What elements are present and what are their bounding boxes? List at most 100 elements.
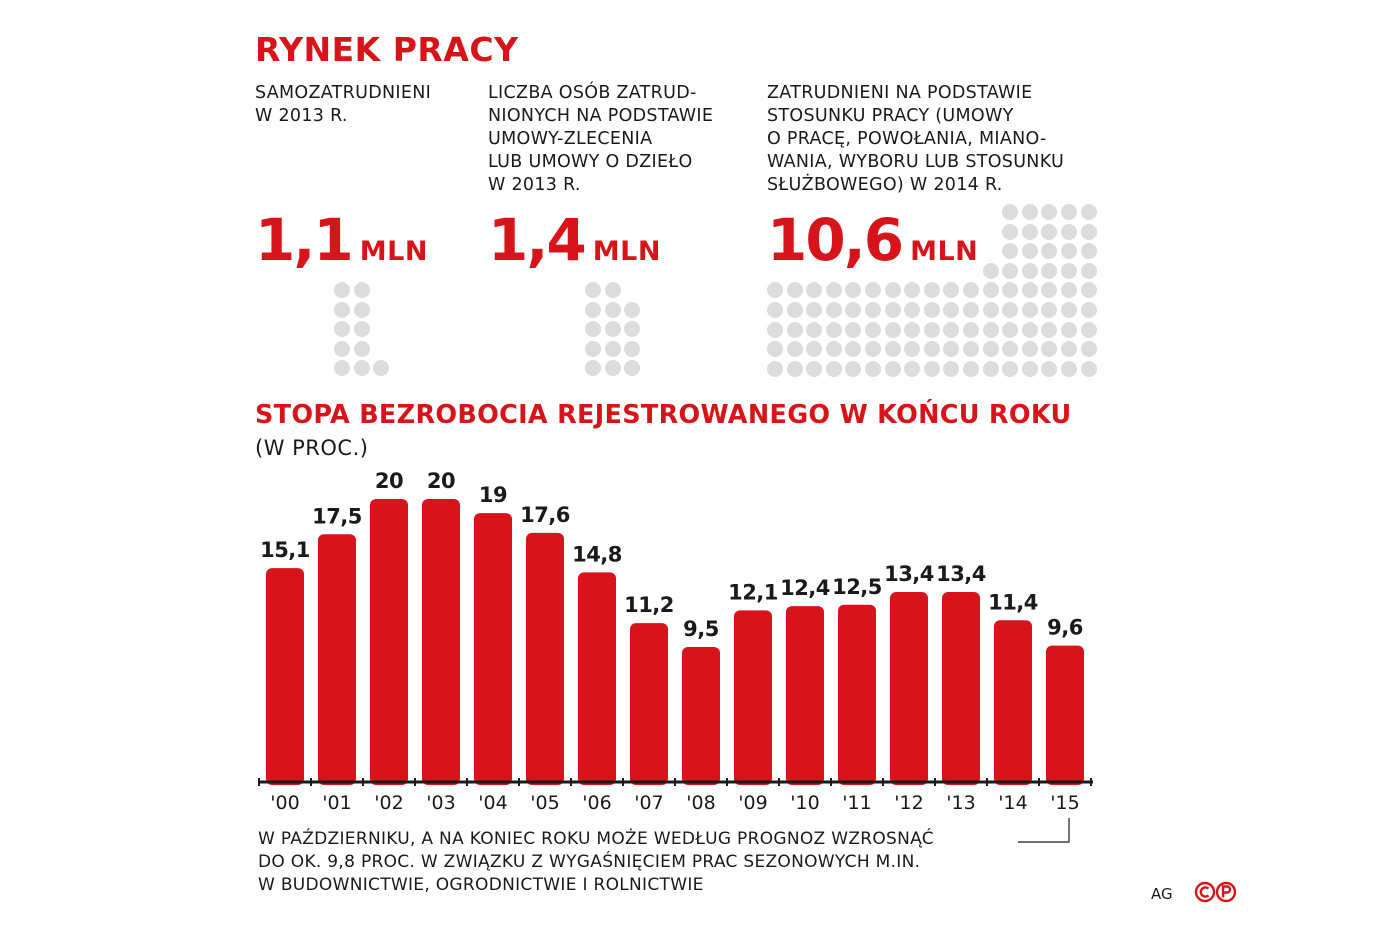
stat-number: 1,4 bbox=[488, 206, 587, 274]
stat-value: 10,6 MLN bbox=[767, 206, 978, 274]
pictogram-dot bbox=[604, 340, 621, 357]
pictogram-dot bbox=[806, 302, 823, 318]
pictogram-dot bbox=[923, 360, 940, 377]
stat-unit: MLN bbox=[910, 236, 979, 267]
x-tick-label: '10 bbox=[790, 792, 819, 814]
pictogram-dot bbox=[943, 341, 960, 358]
bar-value-label: 15,1 bbox=[260, 538, 310, 562]
bar-value-label: 17,5 bbox=[312, 504, 362, 528]
bar-value-label: 20 bbox=[375, 469, 403, 493]
bar-value-label: 13,4 bbox=[884, 562, 934, 586]
pictogram-dot bbox=[1041, 341, 1058, 358]
pictogram-dot bbox=[1021, 204, 1038, 220]
bar bbox=[318, 534, 356, 785]
pictogram-dot bbox=[825, 321, 842, 338]
pictogram-dot bbox=[1021, 341, 1038, 358]
stat-number: 1,1 bbox=[255, 206, 354, 274]
chart-title: STOPA BEZROBOCIA REJESTROWANEGO W KOŃCU … bbox=[255, 400, 1072, 430]
bar bbox=[370, 499, 408, 785]
pictogram-dot bbox=[353, 340, 370, 357]
bar-value-label: 20 bbox=[427, 469, 455, 493]
pictogram-dot bbox=[1061, 243, 1077, 260]
pictogram-dot bbox=[786, 341, 803, 358]
pictogram-dot bbox=[825, 302, 842, 318]
pictogram-dot bbox=[1021, 243, 1038, 260]
pictogram-dot bbox=[1061, 223, 1077, 240]
pictogram-dot bbox=[334, 340, 350, 357]
x-tick-label: '13 bbox=[946, 792, 975, 814]
source-label: AG bbox=[1151, 885, 1173, 903]
pictogram-dot bbox=[982, 282, 999, 299]
bar-value-label: 9,5 bbox=[683, 617, 719, 641]
annotation-leader-line bbox=[1018, 818, 1070, 843]
pictogram-dot bbox=[845, 360, 862, 377]
pictogram-dot bbox=[353, 301, 370, 318]
bar-value-label: 11,2 bbox=[624, 593, 674, 617]
pictogram-dot bbox=[904, 321, 921, 338]
pictogram-dot bbox=[334, 282, 350, 298]
pictogram-dot bbox=[624, 301, 640, 318]
bar-value-label: 19 bbox=[479, 483, 507, 507]
chart-subtitle: (W PROC.) bbox=[255, 436, 369, 460]
x-tick-label: '05 bbox=[530, 792, 559, 814]
pictogram-dot bbox=[1041, 204, 1058, 220]
pictogram-dot bbox=[923, 302, 940, 318]
pictogram-dot bbox=[923, 341, 940, 358]
bar-value-label: 14,8 bbox=[572, 542, 622, 566]
pictogram-dot bbox=[982, 341, 999, 358]
page-title: RYNEK PRACY bbox=[255, 30, 519, 69]
pictogram-dot bbox=[982, 360, 999, 377]
stat-unit: MLN bbox=[359, 236, 428, 267]
bar bbox=[838, 604, 876, 785]
pictogram-dot bbox=[884, 360, 901, 377]
stat-unit: MLN bbox=[592, 236, 661, 267]
stat-value: 1,1 MLN bbox=[255, 206, 428, 274]
pictogram-dot bbox=[604, 321, 621, 337]
pictogram-dot bbox=[806, 282, 823, 299]
pictogram-dot bbox=[1080, 360, 1097, 377]
pictogram-dot bbox=[1061, 204, 1077, 220]
bar-value-label: 12,1 bbox=[728, 580, 778, 604]
pictogram-dot bbox=[904, 341, 921, 358]
bar bbox=[942, 592, 980, 785]
pictogram-dot bbox=[1080, 243, 1097, 260]
pictogram-dot bbox=[1041, 243, 1058, 260]
pictogram-dot bbox=[1080, 321, 1097, 338]
pictogram-dot bbox=[353, 282, 370, 298]
pictogram-dot bbox=[825, 341, 842, 358]
pictogram-dot bbox=[604, 301, 621, 318]
stat-self-employed: SAMOZATRUDNIENI W 2013 R. 1,1 MLN bbox=[255, 82, 465, 274]
pictogram-dot bbox=[1041, 321, 1058, 338]
pictogram-dot bbox=[1061, 282, 1077, 299]
bar bbox=[994, 620, 1032, 785]
x-tick-label: '12 bbox=[894, 792, 923, 814]
x-tick-label: '06 bbox=[582, 792, 611, 814]
pictogram-dot bbox=[806, 341, 823, 358]
pictogram-dot bbox=[1080, 302, 1097, 318]
pictogram-dot bbox=[1080, 341, 1097, 358]
bar bbox=[682, 647, 720, 785]
pictogram-dot bbox=[982, 321, 999, 338]
x-tick-label: '07 bbox=[634, 792, 663, 814]
bar bbox=[630, 623, 668, 785]
pictogram-dot bbox=[604, 360, 621, 376]
pictogram-dot bbox=[1061, 302, 1077, 318]
bar-value-label: 11,4 bbox=[988, 590, 1038, 614]
pictogram-dot bbox=[865, 302, 881, 318]
pictogram-dot bbox=[865, 282, 881, 299]
x-tick-label: '00 bbox=[270, 792, 299, 814]
pictogram-dot bbox=[963, 341, 979, 358]
pictogram-dot bbox=[884, 341, 901, 358]
pictogram-dot bbox=[1041, 262, 1058, 279]
pictogram-dot bbox=[624, 340, 640, 357]
x-tick-label: '04 bbox=[478, 792, 507, 814]
bar bbox=[734, 610, 772, 785]
pictogram-dot bbox=[884, 302, 901, 318]
pictogram-dot bbox=[1002, 282, 1019, 299]
pictogram-dot bbox=[963, 360, 979, 377]
pictogram-dot bbox=[585, 321, 601, 337]
pictogram-dot bbox=[943, 321, 960, 338]
stat-description: LICZBA OSÓB ZATRUD- NIONYCH NA PODSTAWIE… bbox=[488, 83, 714, 195]
pictogram-dot bbox=[865, 341, 881, 358]
